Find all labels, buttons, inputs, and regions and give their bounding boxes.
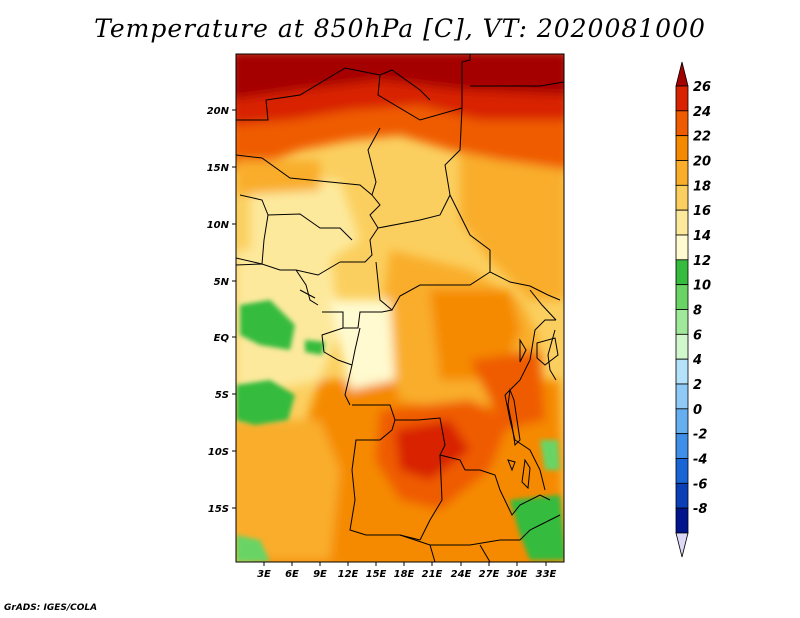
colorbar-label: 6 — [693, 328, 702, 343]
lat-label-10n: 10N — [207, 220, 230, 231]
temperature-field — [236, 54, 564, 562]
lat-label-5n: 5N — [214, 277, 230, 288]
colorbar-swatch — [675, 458, 689, 484]
colorbar-label: 2 — [693, 378, 702, 393]
lat-label-10s: 10S — [208, 447, 229, 458]
colorbar-swatch — [675, 333, 689, 360]
country-borders — [236, 54, 564, 562]
colorbar-swatch — [675, 482, 689, 509]
grads-credit: GrADS: IGES/COLA — [4, 603, 98, 613]
colorbar-swatch — [675, 85, 689, 112]
colorbar-label: 14 — [693, 229, 711, 244]
colorbar-swatch — [675, 160, 689, 186]
colorbar-swatch — [675, 184, 689, 211]
lon-label-12e: 12E — [338, 569, 359, 580]
colorbar-label: 4 — [692, 353, 702, 368]
colorbar-label: -8 — [693, 502, 707, 517]
colorbar-label: -2 — [693, 428, 707, 443]
lon-label-9e: 9E — [313, 569, 327, 580]
colorbar-label: 12 — [693, 254, 711, 269]
colorbar-label: 8 — [693, 304, 702, 319]
colorbar-label: 20 — [693, 155, 711, 170]
colorbar-label: 18 — [693, 179, 711, 194]
lat-label-15n: 15N — [207, 163, 230, 174]
lon-label-18e: 18E — [394, 569, 415, 580]
colorbar-top-arrow — [675, 61, 689, 87]
colorbar-bottom-arrow — [675, 532, 689, 558]
lon-label-15e: 15E — [366, 569, 387, 580]
lat-label-15s: 15S — [208, 504, 229, 515]
lon-label-27e: 27E — [479, 569, 500, 580]
lon-label-6e: 6E — [285, 569, 299, 580]
lon-label-30e: 30E — [507, 569, 528, 580]
colorbar-label: 26 — [693, 80, 711, 95]
colorbar-swatch — [675, 209, 689, 236]
colorbar-label: -6 — [693, 477, 707, 492]
lat-label-eq: EQ — [214, 333, 230, 344]
colorbar-swatch — [675, 383, 689, 410]
colorbar-label: 24 — [693, 105, 711, 120]
colorbar-label: 0 — [693, 403, 702, 418]
colorbar-label: 10 — [693, 279, 711, 294]
colorbar-swatch — [675, 135, 689, 161]
colorbar-swatch — [675, 309, 689, 335]
colorbar-swatch — [675, 358, 689, 385]
colorbar-swatch — [675, 259, 689, 286]
latitude-axis: 20N 15N 10N 5N EQ 5S 10S 15S — [207, 106, 236, 515]
lon-label-3e: 3E — [257, 569, 271, 580]
lon-label-21e: 21E — [422, 569, 443, 580]
colorbar-swatch — [675, 408, 689, 435]
colorbar-label: -4 — [693, 453, 707, 468]
map-frame — [235, 53, 565, 563]
lat-label-20n: 20N — [207, 106, 230, 117]
colorbar-swatch — [675, 234, 689, 261]
colorbar-swatch — [675, 433, 689, 459]
colorbar-swatch — [675, 110, 689, 137]
longitude-axis: 3E 6E 9E 12E 15E 18E 21E 24E 27E 30E 33E — [257, 562, 557, 580]
colorbar-swatch — [675, 507, 689, 534]
colorbar-swatch — [675, 284, 689, 310]
map-title: Temperature at 850hPa [C], VT: 202008100… — [94, 14, 706, 43]
lat-label-5s: 5S — [215, 390, 229, 401]
lon-label-24e: 24E — [451, 569, 472, 580]
colorbar-label: 22 — [693, 130, 711, 145]
lon-label-33e: 33E — [536, 569, 557, 580]
lakes — [507, 337, 559, 490]
colorbar-label: 16 — [693, 204, 711, 219]
